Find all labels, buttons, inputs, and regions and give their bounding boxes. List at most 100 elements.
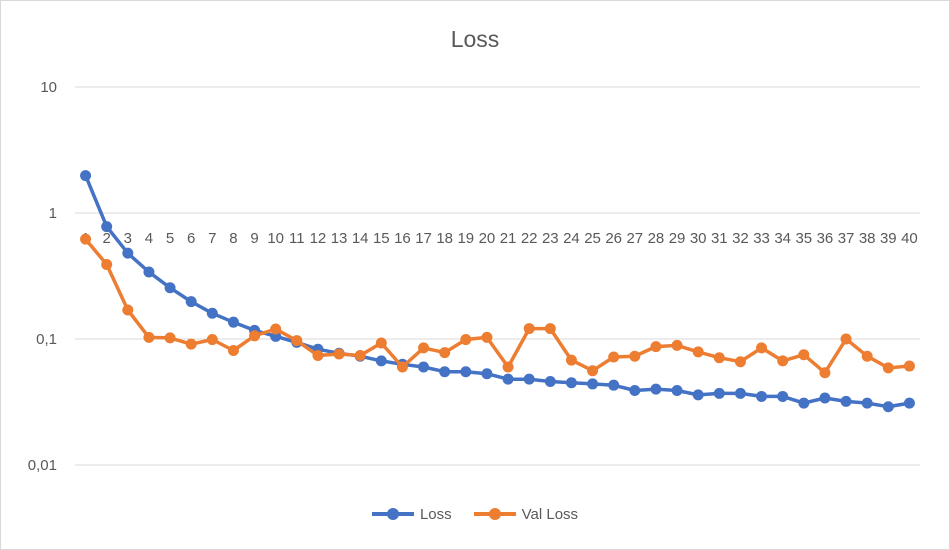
y-tick-label: 1 bbox=[49, 205, 57, 222]
x-tick-label: 35 bbox=[795, 230, 812, 247]
data-point-loss bbox=[101, 221, 113, 233]
data-point-loss bbox=[650, 383, 662, 395]
legend-swatch-loss bbox=[371, 503, 414, 525]
data-point-val-loss bbox=[544, 323, 556, 335]
legend-label-val-loss: Val Loss bbox=[521, 505, 579, 523]
x-tick-label: 20 bbox=[479, 230, 496, 247]
data-point-val-loss bbox=[439, 347, 451, 359]
x-tick-label: 7 bbox=[208, 230, 216, 247]
series-layer bbox=[80, 170, 915, 413]
data-point-loss bbox=[227, 316, 239, 328]
x-axis-labels: 1234567891011121314151617181920212223242… bbox=[81, 230, 917, 247]
x-tick-label: 14 bbox=[352, 230, 369, 247]
x-tick-label: 11 bbox=[289, 230, 305, 247]
data-point-val-loss bbox=[650, 341, 662, 353]
data-point-val-loss bbox=[249, 330, 261, 342]
x-tick-label: 21 bbox=[500, 230, 517, 247]
x-tick-label: 6 bbox=[187, 230, 195, 247]
data-point-val-loss bbox=[396, 361, 408, 373]
data-point-val-loss bbox=[185, 338, 197, 350]
data-point-loss bbox=[502, 373, 514, 385]
legend: Loss Val Loss bbox=[0, 503, 950, 525]
data-point-loss bbox=[164, 282, 176, 294]
x-tick-label: 40 bbox=[901, 230, 918, 247]
data-point-loss bbox=[671, 385, 683, 397]
data-point-val-loss bbox=[333, 348, 345, 360]
data-point-loss bbox=[439, 366, 451, 378]
data-point-val-loss bbox=[713, 352, 725, 364]
data-point-loss bbox=[903, 397, 915, 409]
data-point-val-loss bbox=[819, 367, 831, 379]
data-point-loss bbox=[481, 368, 493, 380]
x-tick-label: 17 bbox=[415, 230, 432, 247]
data-point-val-loss bbox=[608, 351, 620, 363]
data-point-loss bbox=[840, 395, 852, 407]
series-line-val-loss bbox=[83, 237, 912, 375]
x-tick-label: 27 bbox=[626, 230, 643, 247]
y-axis-labels: 10 1 0,1 0,01 bbox=[28, 79, 57, 474]
y-tick-label: 10 bbox=[40, 79, 57, 96]
data-point-val-loss bbox=[798, 349, 810, 361]
data-point-loss bbox=[861, 397, 873, 409]
x-tick-label: 8 bbox=[229, 230, 237, 247]
legend-item-val-loss: Val Loss bbox=[473, 503, 579, 525]
x-tick-label: 16 bbox=[394, 230, 411, 247]
data-point-val-loss bbox=[692, 346, 704, 358]
data-point-loss bbox=[544, 375, 556, 387]
x-tick-label: 18 bbox=[436, 230, 453, 247]
x-tick-label: 4 bbox=[145, 230, 153, 247]
data-point-loss bbox=[713, 387, 725, 399]
x-tick-label: 34 bbox=[774, 230, 791, 247]
data-point-loss bbox=[882, 401, 894, 413]
data-point-loss bbox=[692, 389, 704, 401]
data-point-loss bbox=[734, 387, 746, 399]
x-tick-label: 36 bbox=[817, 230, 834, 247]
data-point-val-loss bbox=[565, 354, 577, 366]
data-point-loss bbox=[523, 373, 535, 385]
data-point-loss bbox=[587, 378, 599, 390]
data-point-loss bbox=[608, 379, 620, 391]
x-tick-label: 26 bbox=[605, 230, 622, 247]
x-tick-label: 10 bbox=[267, 230, 284, 247]
data-point-val-loss bbox=[777, 355, 789, 367]
x-tick-label: 28 bbox=[648, 230, 665, 247]
data-point-loss bbox=[206, 307, 218, 319]
data-point-loss bbox=[629, 385, 641, 397]
data-point-val-loss bbox=[629, 350, 641, 362]
x-tick-label: 30 bbox=[690, 230, 707, 247]
data-point-loss bbox=[565, 377, 577, 389]
x-tick-label: 29 bbox=[669, 230, 686, 247]
data-point-val-loss bbox=[882, 362, 894, 374]
data-point-val-loss bbox=[206, 334, 218, 346]
data-point-val-loss bbox=[840, 333, 852, 345]
data-point-loss bbox=[819, 392, 831, 404]
data-point-loss bbox=[80, 170, 92, 182]
data-point-loss bbox=[777, 390, 789, 402]
data-point-val-loss bbox=[375, 337, 387, 349]
data-point-val-loss bbox=[671, 339, 683, 351]
legend-item-loss: Loss bbox=[371, 503, 452, 525]
x-tick-label: 19 bbox=[457, 230, 474, 247]
chart-title: Loss bbox=[450, 26, 500, 52]
x-tick-label: 23 bbox=[542, 230, 559, 247]
x-tick-label: 25 bbox=[584, 230, 601, 247]
x-tick-label: 15 bbox=[373, 230, 390, 247]
y-tick-label: 0,01 bbox=[28, 457, 57, 474]
data-point-val-loss bbox=[312, 349, 324, 361]
data-point-loss bbox=[122, 247, 134, 259]
x-tick-label: 22 bbox=[521, 230, 538, 247]
x-tick-label: 39 bbox=[880, 230, 897, 247]
data-point-val-loss bbox=[861, 350, 873, 362]
data-point-val-loss bbox=[164, 332, 176, 344]
data-point-val-loss bbox=[502, 361, 514, 373]
data-point-val-loss bbox=[354, 349, 366, 361]
series-line-loss bbox=[83, 173, 912, 409]
gridlines bbox=[75, 86, 920, 466]
data-point-loss bbox=[798, 397, 810, 409]
data-point-loss bbox=[185, 296, 197, 308]
data-point-val-loss bbox=[523, 323, 535, 335]
data-point-val-loss bbox=[101, 259, 113, 271]
data-point-val-loss bbox=[143, 331, 155, 343]
